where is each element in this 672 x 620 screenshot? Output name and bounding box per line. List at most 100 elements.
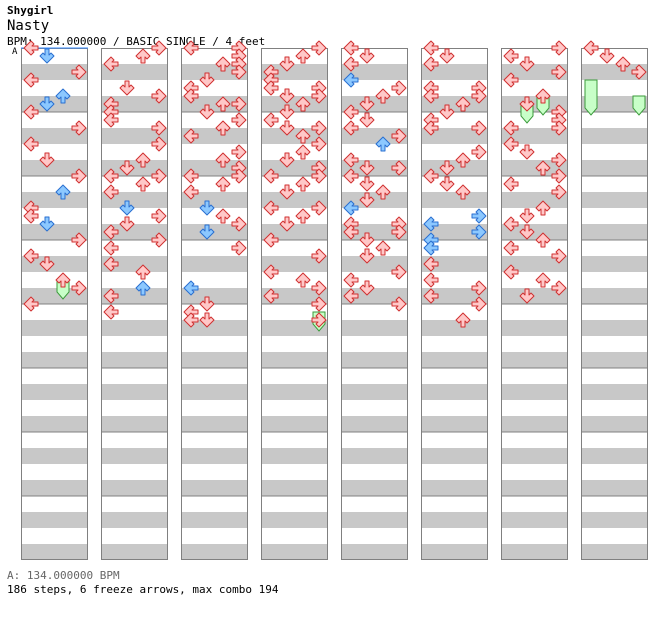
left-arrow-icon bbox=[103, 240, 119, 256]
beat-band bbox=[341, 480, 408, 496]
left-arrow-icon bbox=[263, 112, 279, 128]
left-arrow-icon bbox=[23, 40, 39, 56]
left-arrow-icon bbox=[423, 88, 439, 104]
beat-band bbox=[21, 416, 88, 432]
down-arrow-icon bbox=[359, 48, 375, 64]
beat-band bbox=[21, 512, 88, 528]
beat-band bbox=[21, 480, 88, 496]
beat-band bbox=[101, 512, 168, 528]
right-arrow-icon bbox=[551, 184, 567, 200]
right-arrow-icon bbox=[551, 64, 567, 80]
down-arrow-icon bbox=[359, 232, 375, 248]
down-arrow-icon bbox=[119, 216, 135, 232]
right-arrow-icon bbox=[71, 168, 87, 184]
down-arrow-icon bbox=[519, 144, 535, 160]
up-arrow-icon bbox=[55, 184, 71, 200]
beat-band bbox=[421, 64, 488, 80]
up-arrow-icon bbox=[55, 272, 71, 288]
right-arrow-icon bbox=[471, 280, 487, 296]
left-arrow-icon bbox=[263, 200, 279, 216]
up-arrow-icon bbox=[535, 160, 551, 176]
beat-band bbox=[101, 192, 168, 208]
left-arrow-icon bbox=[23, 136, 39, 152]
beat-band bbox=[501, 544, 568, 560]
right-arrow-icon bbox=[391, 296, 407, 312]
left-arrow-icon bbox=[23, 248, 39, 264]
right-arrow-icon bbox=[151, 136, 167, 152]
beat-band bbox=[261, 384, 328, 400]
left-arrow-icon bbox=[423, 120, 439, 136]
beat-band bbox=[261, 320, 328, 336]
beat-band bbox=[261, 192, 328, 208]
down-arrow-icon bbox=[279, 120, 295, 136]
column-border bbox=[501, 48, 568, 560]
beat-band bbox=[501, 256, 568, 272]
right-arrow-icon bbox=[311, 168, 327, 184]
left-arrow-icon bbox=[343, 152, 359, 168]
beat-band bbox=[181, 256, 248, 272]
beat-band bbox=[501, 192, 568, 208]
left-arrow-icon bbox=[183, 128, 199, 144]
beat-band bbox=[581, 320, 648, 336]
up-arrow-icon bbox=[535, 200, 551, 216]
down-arrow-icon bbox=[359, 112, 375, 128]
down-arrow-icon bbox=[439, 104, 455, 120]
up-arrow-icon bbox=[295, 96, 311, 112]
left-arrow-icon bbox=[23, 104, 39, 120]
up-arrow-icon bbox=[455, 96, 471, 112]
column-border bbox=[261, 48, 328, 560]
beat-band bbox=[501, 384, 568, 400]
beat-band bbox=[261, 288, 328, 304]
beat-band bbox=[261, 256, 328, 272]
up-arrow-icon bbox=[135, 280, 151, 296]
right-arrow-icon bbox=[391, 128, 407, 144]
beat-band bbox=[341, 512, 408, 528]
beat-band bbox=[21, 352, 88, 368]
right-arrow-icon bbox=[391, 80, 407, 96]
down-arrow-icon bbox=[359, 192, 375, 208]
left-arrow-icon bbox=[423, 168, 439, 184]
down-arrow-icon bbox=[39, 48, 55, 64]
down-arrow-icon bbox=[279, 216, 295, 232]
right-arrow-icon bbox=[471, 144, 487, 160]
beat-band bbox=[21, 64, 88, 80]
down-arrow-icon bbox=[199, 200, 215, 216]
song-title: Nasty bbox=[7, 18, 50, 34]
left-arrow-icon bbox=[263, 232, 279, 248]
left-arrow-icon bbox=[103, 224, 119, 240]
left-arrow-icon bbox=[503, 136, 519, 152]
beat-band bbox=[501, 512, 568, 528]
right-arrow-icon bbox=[471, 88, 487, 104]
right-arrow-icon bbox=[391, 160, 407, 176]
down-arrow-icon bbox=[39, 152, 55, 168]
beat-band bbox=[101, 352, 168, 368]
left-arrow-icon bbox=[343, 56, 359, 72]
beat-band bbox=[261, 64, 328, 80]
up-arrow-icon bbox=[615, 56, 631, 72]
stats-footer: 186 steps, 6 freeze arrows, max combo 19… bbox=[7, 583, 279, 596]
down-arrow-icon bbox=[39, 96, 55, 112]
up-arrow-icon bbox=[375, 240, 391, 256]
left-arrow-icon bbox=[343, 168, 359, 184]
beat-band bbox=[501, 416, 568, 432]
up-arrow-icon bbox=[215, 120, 231, 136]
right-arrow-icon bbox=[231, 112, 247, 128]
left-arrow-icon bbox=[183, 280, 199, 296]
beat-band bbox=[21, 384, 88, 400]
beat-band bbox=[581, 416, 648, 432]
column-border bbox=[341, 48, 408, 560]
left-arrow-icon bbox=[343, 272, 359, 288]
up-arrow-icon bbox=[215, 96, 231, 112]
down-arrow-icon bbox=[199, 312, 215, 328]
beat-band bbox=[501, 128, 568, 144]
down-arrow-icon bbox=[39, 216, 55, 232]
right-arrow-icon bbox=[471, 224, 487, 240]
left-arrow-icon bbox=[503, 72, 519, 88]
beat-band bbox=[421, 480, 488, 496]
left-arrow-icon bbox=[423, 256, 439, 272]
column-border bbox=[421, 48, 488, 560]
down-arrow-icon bbox=[359, 280, 375, 296]
chart-column bbox=[341, 40, 408, 560]
down-arrow-icon bbox=[199, 72, 215, 88]
chart-column bbox=[581, 40, 648, 560]
